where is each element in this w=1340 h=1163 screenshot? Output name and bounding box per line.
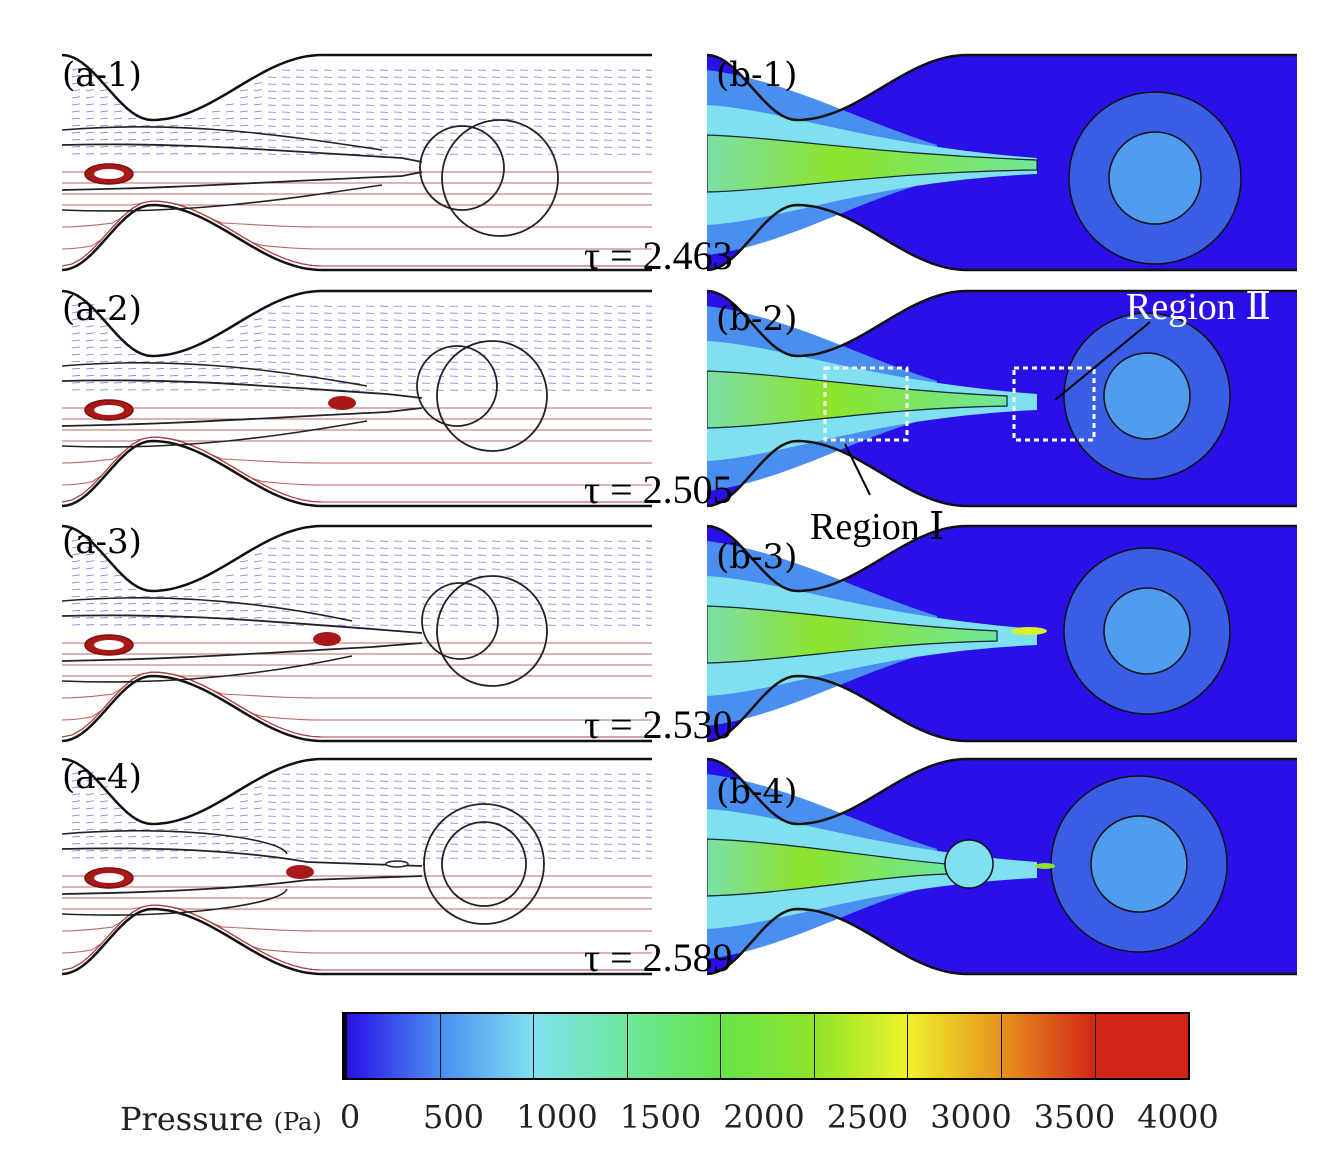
panel-b-1 <box>707 50 1297 275</box>
satellite-droplet <box>385 860 409 868</box>
droplet-interface <box>423 803 545 925</box>
droplet-interface <box>436 575 548 687</box>
tau-label-3: τ = 2.530 <box>584 702 733 747</box>
colorbar-segment <box>1000 1014 1095 1078</box>
droplet-interface <box>436 340 548 452</box>
panel-a-4 <box>62 754 652 979</box>
streamline-field <box>62 538 652 738</box>
pressure-droplet <box>1103 352 1191 440</box>
colorbar-segment <box>626 1014 721 1078</box>
streamline-field <box>62 303 652 503</box>
droplet-interface <box>416 345 498 427</box>
colorbar-tick-label: 1500 <box>619 1098 702 1136</box>
streamline-field <box>62 67 652 267</box>
colorbar-tick-label: 2000 <box>723 1098 805 1136</box>
nozzle-wall-bottom <box>62 439 652 508</box>
colorbar-segment <box>439 1014 534 1078</box>
colorbar-title-text: Pressure <box>120 1100 264 1138</box>
colorbar-unit: (Pa) <box>273 1108 322 1136</box>
colorbar-tick-label: 4000 <box>1137 1098 1219 1136</box>
nozzle-wall-bottom <box>62 203 652 272</box>
satellite-vortex <box>286 865 314 879</box>
colorbar-segment <box>344 1014 440 1078</box>
panel-b-4 <box>707 754 1297 979</box>
colorbar-tick-label: 2500 <box>826 1098 909 1136</box>
panel-label-a-2: (a-2) <box>62 289 142 329</box>
streamline-field <box>62 771 652 971</box>
colorbar-tick-label: 3000 <box>930 1098 1012 1136</box>
satellite-vortex <box>313 632 341 646</box>
colorbar-tick-label: 500 <box>422 1098 485 1136</box>
region-2-label: Region Ⅱ <box>1126 286 1272 328</box>
pressure-satellite <box>1035 863 1055 869</box>
droplet-interface <box>421 582 499 660</box>
nozzle-wall-bottom <box>62 674 652 743</box>
colorbar-tick-label: 3500 <box>1033 1098 1116 1136</box>
pressure-secondary-droplet <box>944 839 994 889</box>
nozzle-wall-bottom <box>62 907 652 976</box>
colorbar-title: Pressure (Pa) <box>120 1100 322 1138</box>
tau-label-1: τ = 2.463 <box>584 233 733 278</box>
panel-label-b-2: (b-2) <box>716 299 798 339</box>
panel-label-b-1: (b-1) <box>716 55 798 95</box>
satellite-vortex <box>328 396 356 410</box>
colorbar-tick-label: 1000 <box>516 1098 598 1136</box>
panel-a-1 <box>62 50 652 275</box>
colorbar-segment <box>813 1014 908 1078</box>
colorbar-segment <box>907 1014 1001 1078</box>
panel-label-b-4: (b-4) <box>716 772 798 812</box>
nozzle-wall-top <box>62 757 652 826</box>
nozzle-wall-top <box>62 289 652 358</box>
pressure-droplet <box>1108 131 1202 225</box>
tau-label-2: τ = 2.505 <box>584 467 733 512</box>
panel-label-a-3: (a-3) <box>62 522 142 562</box>
droplet-interface <box>441 119 559 237</box>
panel-a-2 <box>62 286 652 511</box>
colorbar-segment <box>1094 1014 1189 1078</box>
droplet-interface <box>441 821 527 907</box>
region-1-label: Region Ⅰ <box>810 506 945 548</box>
panel-label-b-3: (b-3) <box>716 537 798 577</box>
pressure-colorbar <box>342 1012 1190 1080</box>
pressure-satellite <box>1011 627 1047 635</box>
panel-b-3 <box>707 521 1297 746</box>
nozzle-wall-top <box>62 524 652 593</box>
pressure-droplet <box>1103 587 1191 675</box>
colorbar-segment <box>720 1014 814 1078</box>
colorbar-tick-label: 0 <box>339 1098 361 1136</box>
pressure-droplet <box>1090 815 1188 913</box>
panel-label-a-4: (a-4) <box>62 757 142 797</box>
panel-label-a-1: (a-1) <box>62 55 142 95</box>
colorbar-segment <box>533 1014 627 1078</box>
tau-label-4: τ = 2.589 <box>584 935 733 980</box>
panel-a-3 <box>62 521 652 746</box>
nozzle-wall-top <box>62 53 652 122</box>
droplet-interface <box>419 125 505 211</box>
